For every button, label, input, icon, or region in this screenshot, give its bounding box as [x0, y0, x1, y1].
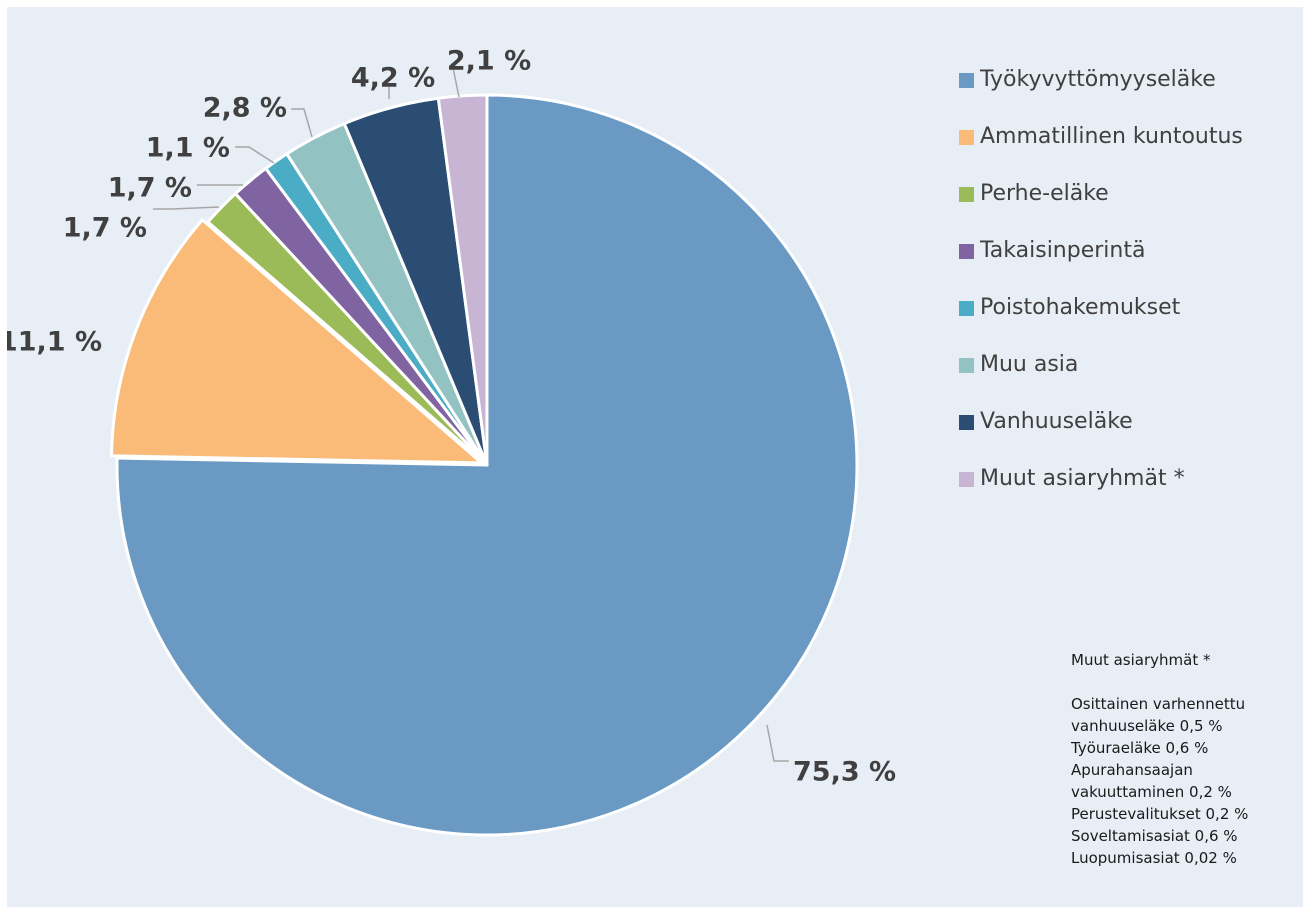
pie-slice — [436, 93, 489, 467]
legend-swatch — [959, 130, 974, 145]
legend-label: Vanhuuseläke — [980, 409, 1133, 434]
legend-label: Muut asiaryhmät * — [980, 466, 1185, 491]
footnote-line: Työuraeläke 0,6 % — [1071, 739, 1209, 757]
legend-item-tyokyvyttomyyselake: Työkyvyttömyyseläke — [959, 63, 1299, 120]
footnote-line: Osittainen varhennettu — [1071, 695, 1246, 713]
legend-label: Ammatillinen kuntoutus — [980, 124, 1243, 149]
pie-chart: 75,3 % 11,1 % 1,7 % 1,7 % 1,1 % 2,8 % 4,2 % 2,1… — [7, 46, 896, 837]
slice-data-label: 4,2 % — [351, 63, 435, 94]
chart-area: 75,3 % 11,1 % 1,7 % 1,7 % 1,1 % 2,8 % 4,2 % 2,1… — [7, 7, 1303, 907]
legend-item-poistohakemukset: Poistohakemukset — [959, 291, 1299, 348]
footnote-line: Soveltamisasiat 0,6 % — [1071, 827, 1238, 845]
legend-swatch — [959, 472, 974, 487]
footnote-line: Luopumisasiat 0,02 % — [1071, 849, 1237, 867]
slice-data-label: 75,3 % — [793, 757, 896, 788]
slice-data-label: 1,1 % — [146, 133, 230, 164]
leader-line — [235, 146, 275, 164]
legend-item-vanhuuselake: Vanhuuseläke — [959, 405, 1299, 462]
legend-swatch — [959, 187, 974, 202]
legend-swatch — [959, 301, 974, 316]
footnote-line: vakuuttaminen 0,2 % — [1071, 783, 1232, 801]
legend: Työkyvyttömyyseläke Ammatillinen kuntout… — [959, 63, 1299, 519]
legend-label: Takaisinperintä — [980, 238, 1146, 263]
legend-item-perhe-elake: Perhe-eläke — [959, 177, 1299, 234]
legend-swatch — [959, 244, 974, 259]
legend-item-takaisinperinta: Takaisinperintä — [959, 234, 1299, 291]
leader-line — [153, 206, 220, 210]
legend-swatch — [959, 415, 974, 430]
legend-item-muut-asiaryhmat: Muut asiaryhmät * — [959, 462, 1299, 519]
footnote-line: Apurahansaajan — [1071, 761, 1193, 779]
leader-line — [766, 724, 789, 762]
footnote: Muut asiaryhmät * Osittainen varhennettu… — [1071, 649, 1306, 869]
slice-data-label: 1,7 % — [108, 173, 192, 204]
slice-data-label: 2,1 % — [447, 46, 531, 77]
slice-data-label: 11,1 % — [7, 327, 102, 358]
footnote-line: vanhuuseläke 0,5 % — [1071, 717, 1223, 735]
legend-label: Poistohakemukset — [980, 295, 1181, 320]
legend-item-ammatillinen-kuntoutus: Ammatillinen kuntoutus — [959, 120, 1299, 177]
legend-item-muu-asia: Muu asia — [959, 348, 1299, 405]
leader-line — [291, 108, 313, 138]
legend-swatch — [959, 73, 974, 88]
slice-data-label: 2,8 % — [203, 93, 287, 124]
footnote-line: Perustevalitukset 0,2 % — [1071, 805, 1249, 823]
legend-label: Perhe-eläke — [980, 181, 1109, 206]
slice-data-label: 1,7 % — [63, 213, 147, 244]
legend-label: Muu asia — [980, 352, 1079, 377]
leader-line — [451, 62, 460, 98]
footnote-title: Muut asiaryhmät * — [1071, 651, 1211, 669]
legend-label: Työkyvyttömyyseläke — [980, 67, 1216, 92]
legend-swatch — [959, 358, 974, 373]
pie-slice — [109, 218, 483, 465]
